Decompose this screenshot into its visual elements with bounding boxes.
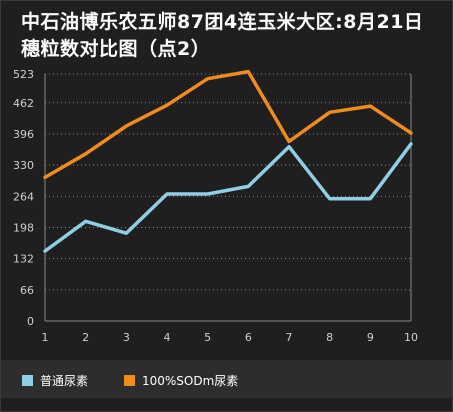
legend: 普通尿素 100%SODm尿素	[1, 360, 452, 398]
x-tick-label: 1	[42, 331, 49, 344]
y-tick-label: 264	[13, 190, 34, 203]
legend-swatch-series-2	[124, 375, 135, 386]
x-tick-label: 3	[123, 331, 130, 344]
y-tick-label: 0	[27, 315, 34, 328]
x-tick-label: 8	[326, 331, 333, 344]
y-tick-label: 330	[13, 159, 34, 172]
y-tick-label: 66	[20, 284, 34, 297]
x-tick-label: 2	[82, 331, 89, 344]
chart-title: 中石油博乐农五师87团4连玉米大区:8月21日 穗粒数对比图（点2）	[21, 9, 451, 63]
legend-label-series-2: 100%SODm尿素	[142, 374, 239, 388]
chart-title-line-2: 穗粒数对比图（点2）	[21, 38, 211, 60]
y-tick-label: 396	[13, 128, 34, 141]
x-tick-label: 4	[164, 331, 171, 344]
y-tick-label: 462	[13, 97, 34, 110]
x-tick-label: 9	[367, 331, 374, 344]
line-chart: 0 66 132 198 264 330 396 462 523 1 2 3 4 5 6 7 8 9 10	[13, 68, 418, 344]
legend-item-series-2: 100%SODm尿素	[124, 372, 238, 389]
x-tick-label: 6	[245, 331, 252, 344]
legend-swatch-series-1	[22, 375, 33, 386]
y-tick-label: 198	[13, 221, 34, 234]
x-tick-label: 10	[404, 331, 418, 344]
legend-label-series-1: 普通尿素	[40, 374, 89, 388]
series-line-2	[43, 69, 413, 180]
legend-item-series-1: 普通尿素	[22, 372, 88, 389]
y-tick-label: 523	[13, 68, 34, 81]
x-tick-label: 7	[286, 331, 293, 344]
y-tick-label: 132	[13, 253, 34, 266]
chart-title-line-1: 中石油博乐农五师87团4连玉米大区:8月21日	[21, 11, 424, 33]
x-tick-label: 5	[204, 331, 211, 344]
series-line-1	[43, 142, 413, 253]
